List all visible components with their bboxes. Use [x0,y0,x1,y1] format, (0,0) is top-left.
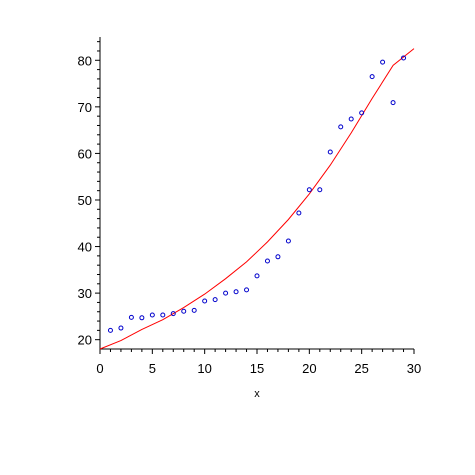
data-point [202,298,208,304]
data-point [296,210,302,216]
x-tick-label: 30 [407,361,421,376]
data-point [212,297,218,303]
x-axis-label: x [254,388,260,400]
data-point [107,327,113,333]
x-tick-label: 0 [96,361,103,376]
data-point [128,314,134,320]
x-tick-label: 20 [302,361,316,376]
data-point [254,273,260,279]
y-tick-label: 50 [78,193,92,208]
fit-curve-layer [99,48,415,350]
y-tick-label: 40 [78,240,92,255]
data-point [338,124,344,130]
data-point [149,312,155,318]
data-points-layer [107,55,407,333]
data-point [139,315,145,321]
data-point [170,311,176,317]
data-point [285,238,291,244]
data-point [191,307,197,313]
data-point [369,74,375,80]
data-point [223,290,229,296]
x-tick-label: 5 [149,361,156,376]
y-tick-label: 30 [78,286,92,301]
data-point [390,100,396,106]
data-point [233,289,239,295]
data-point [359,110,365,116]
axes: 0 5 10 15 20 25 30 20 30 40 50 60 70 80 [78,37,421,376]
data-point [160,312,166,318]
data-point [317,187,323,193]
fit-curve [99,48,415,350]
data-point [275,254,281,260]
data-point [118,325,124,331]
data-point [264,258,270,264]
data-point [327,149,333,155]
y-tick-label: 70 [78,100,92,115]
x-tick-label: 25 [354,361,368,376]
data-point [380,59,386,65]
x-tick-label: 15 [250,361,264,376]
data-point [181,308,187,314]
data-point [244,287,250,293]
y-tick-label: 80 [78,53,92,68]
data-point [401,55,407,61]
data-point [306,187,312,193]
y-tick-label: 20 [78,333,92,348]
x-tick-label: 10 [197,361,211,376]
data-point [348,116,354,122]
y-tick-label: 60 [78,146,92,161]
